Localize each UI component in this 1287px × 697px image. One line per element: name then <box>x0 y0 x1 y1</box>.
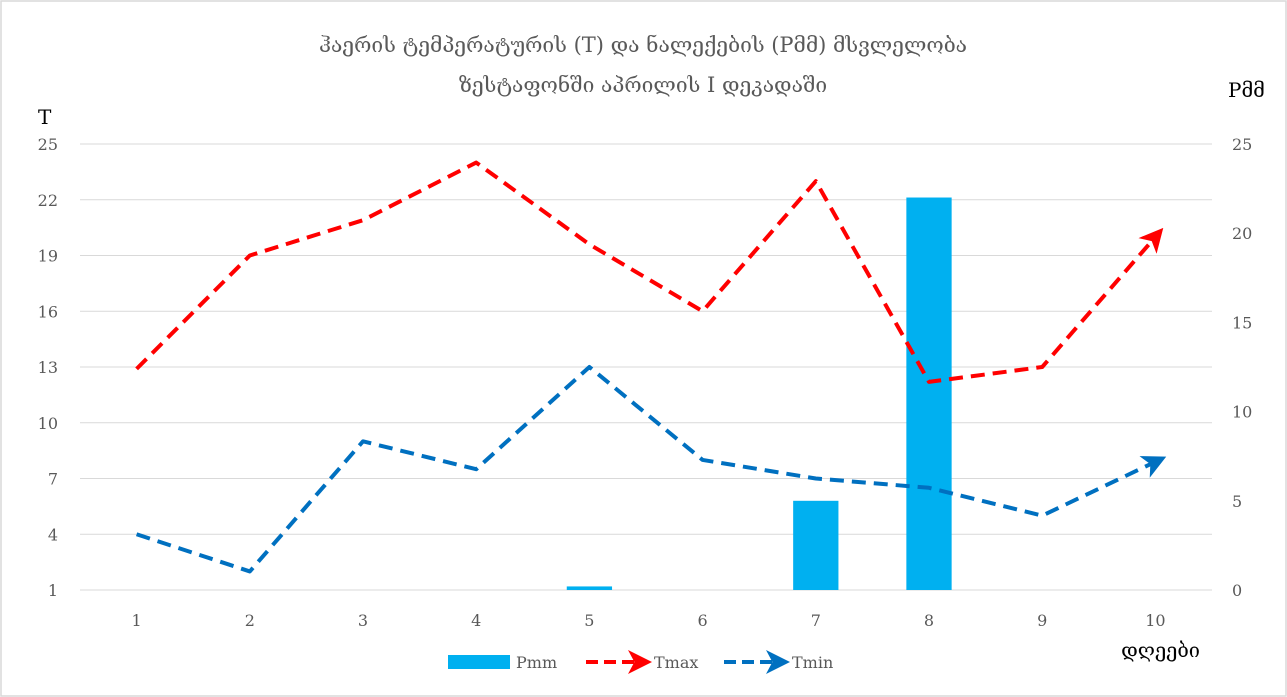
chart-title-line-1: ჰაერის ტემპერატურის (T) და ნალექების (Pმ… <box>319 33 967 57</box>
bar-pmm-5 <box>566 586 613 590</box>
legend-label-tmin: Tmin <box>792 653 833 672</box>
y-right-tick-5: 5 <box>1232 492 1242 511</box>
legend-swatch-pmm <box>448 655 510 669</box>
x-tick-5: 5 <box>584 611 594 630</box>
x-axis-label: დღეები <box>1121 638 1200 662</box>
y-right-tick-labels: 0 5 10 15 20 25 <box>1232 135 1252 600</box>
y-left-tick-25: 25 <box>38 135 58 154</box>
x-tick-labels: 1 2 3 4 5 6 7 8 9 10 <box>132 611 1166 630</box>
y-left-tick-22: 22 <box>38 191 58 210</box>
y-left-tick-labels: 1 4 7 10 13 16 19 22 25 <box>38 135 58 600</box>
y-right-tick-10: 10 <box>1232 403 1252 422</box>
x-tick-10: 10 <box>1145 611 1165 630</box>
legend-label-tmax: Tmax <box>654 653 698 672</box>
y-left-tick-19: 19 <box>38 247 58 266</box>
x-tick-1: 1 <box>132 611 142 630</box>
x-tick-9: 9 <box>1037 611 1047 630</box>
gridlines <box>80 143 1212 591</box>
x-tick-8: 8 <box>924 611 934 630</box>
x-tick-2: 2 <box>245 611 255 630</box>
bar-series-pmm <box>566 197 952 590</box>
x-tick-3: 3 <box>358 611 368 630</box>
chart-title-line-2: ზესტაფონში აპრილის I დეკადაში <box>459 73 827 97</box>
legend: Pmm Tmax Tmin <box>448 650 833 674</box>
y-left-tick-4: 4 <box>48 525 58 544</box>
y-left-tick-13: 13 <box>38 358 58 377</box>
y-right-tick-0: 0 <box>1232 581 1242 600</box>
y-left-tick-10: 10 <box>38 414 58 433</box>
bar-pmm-8 <box>906 197 952 590</box>
bar-pmm-7 <box>793 500 839 590</box>
y-right-tick-25: 25 <box>1232 135 1252 154</box>
x-tick-7: 7 <box>811 611 821 630</box>
line-series <box>135 160 1167 574</box>
y-right-tick-15: 15 <box>1232 313 1252 332</box>
y-right-axis-label: Pმმ <box>1228 78 1265 102</box>
y-left-tick-7: 7 <box>48 470 58 489</box>
y-left-tick-1: 1 <box>48 581 58 600</box>
x-tick-4: 4 <box>471 611 481 630</box>
x-tick-6: 6 <box>698 611 708 630</box>
y-left-tick-16: 16 <box>38 302 58 321</box>
line-tmin <box>135 365 1167 574</box>
y-right-tick-20: 20 <box>1232 224 1252 243</box>
y-left-axis-label: T <box>38 105 52 129</box>
legend-label-pmm: Pmm <box>516 653 557 672</box>
